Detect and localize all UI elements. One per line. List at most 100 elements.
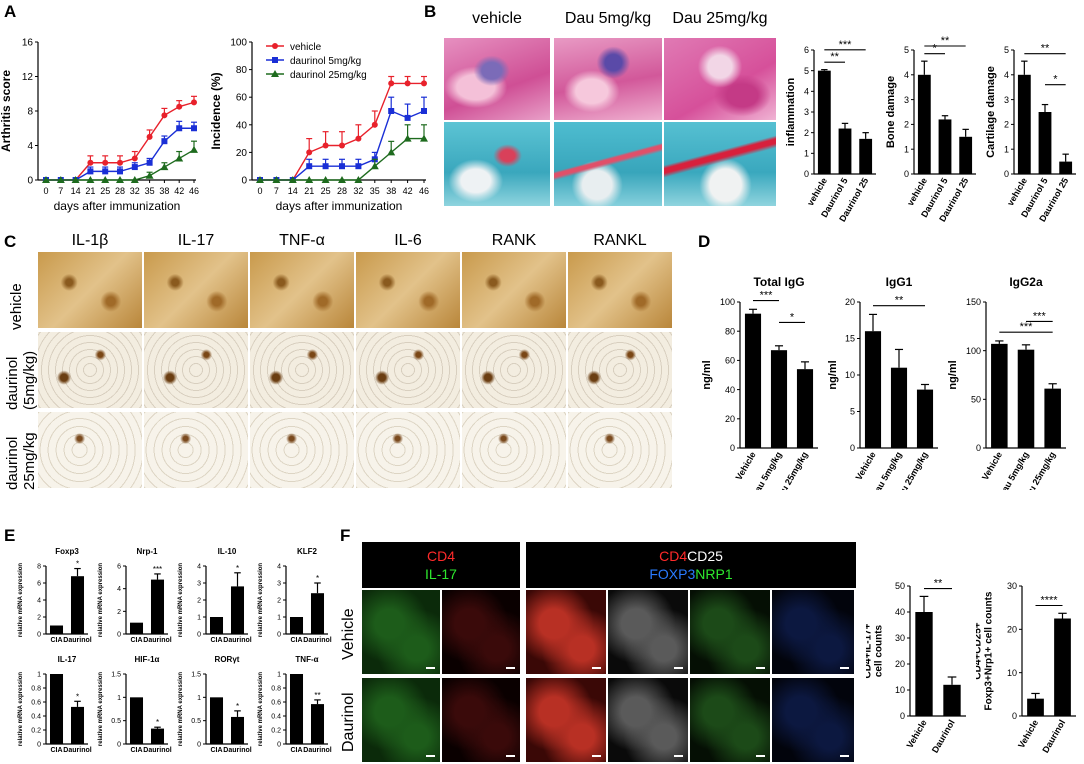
y-tick-label: 10: [895, 685, 905, 695]
y-tick-label: 0.5: [191, 718, 201, 725]
y-axis-label: CD4+IL-17+cell counts: [866, 623, 885, 678]
y-tick-label: 12: [22, 72, 34, 83]
y-axis-label: relative mRNA expression: [258, 672, 264, 746]
x-tick-label: 35: [370, 186, 380, 196]
ihc-header-il6: IL-6: [394, 232, 422, 249]
y-tick-label: 6: [804, 45, 809, 55]
data-point: [176, 103, 183, 110]
legend-marker: [272, 57, 278, 63]
if-header-cd25: CD25: [687, 548, 723, 564]
ihc-header-il1b: IL-1β: [71, 232, 109, 249]
ihc-image: [250, 412, 354, 488]
x-tick-label: 38: [386, 186, 396, 196]
scale-bar: [506, 667, 515, 669]
x-tick-label: CIA: [290, 747, 302, 754]
data-point: [131, 164, 138, 171]
y-tick-label: 5: [904, 45, 909, 55]
ihc-image-grid: [38, 252, 672, 488]
x-tick-label: 32: [130, 186, 140, 196]
x-tick-label: Daurinol: [930, 718, 957, 755]
x-tick-label: 7: [58, 186, 63, 196]
y-axis-label: Cartilage damage: [985, 66, 997, 158]
data-point: [117, 159, 123, 166]
if-image: [772, 590, 854, 674]
y-tick-label: 100: [720, 297, 735, 307]
y-tick-label: 4: [277, 563, 281, 570]
hif1a-chart: 0 0.5 1 1.5 relative mRNA expression HIF-1α CI…: [98, 655, 172, 754]
ihc-row-label-dau25: daurinol 25mg/kg: [4, 432, 38, 490]
chart-title: IgG1: [886, 275, 913, 289]
bar: [289, 617, 304, 634]
y-tick-label: 80: [236, 65, 248, 76]
bar: [150, 728, 165, 744]
bar: [864, 331, 882, 448]
bar: [796, 369, 814, 448]
significance-marker: ***: [1020, 321, 1034, 333]
y-axis-label: inflammation: [785, 77, 797, 146]
significance-marker: *: [236, 564, 239, 573]
y-tick-label: 150: [966, 297, 981, 307]
ihc-header-il17: IL-17: [177, 232, 215, 249]
il10-chart: 0 1 2 3 4 relative mRNA expression IL-10 CIA Dau…: [178, 547, 252, 644]
data-point: [101, 176, 110, 183]
bar: [129, 697, 144, 744]
y-tick-label: 20: [895, 659, 905, 669]
y-tick-label: 2: [1004, 120, 1009, 130]
y-axis-label: CD4+CD25+Foxp3+Nrp1+ cell counts: [976, 591, 995, 710]
x-tick-label: Daurinol: [63, 747, 91, 754]
klf2-chart: 0 1 2 3 4 relative mRNA expression KLF2 CIA Daur…: [258, 547, 332, 644]
scale-bar: [592, 667, 601, 669]
y-tick-label: 1: [197, 695, 201, 702]
bar: [917, 74, 931, 174]
y-tick-label: 100: [230, 38, 247, 49]
y-tick-label: 20: [845, 297, 855, 307]
y-axis-label: relative mRNA expression: [18, 672, 24, 746]
significance-marker: **: [314, 691, 320, 700]
bar: [1027, 698, 1044, 716]
bar: [1054, 618, 1071, 716]
chart-title: Nrp-1: [137, 547, 158, 556]
if-image: [526, 678, 606, 762]
y-tick-label: 0: [197, 631, 201, 638]
significance-marker: *: [236, 702, 239, 711]
y-tick-label: 2: [804, 128, 809, 138]
scale-bar: [592, 755, 601, 757]
x-tick-label: CIA: [130, 637, 142, 644]
data-point: [420, 134, 428, 142]
y-tick-label: 30: [895, 633, 905, 643]
scale-bar: [506, 755, 515, 757]
x-tick-label: Daurinol: [1040, 718, 1067, 755]
y-tick-label: 20: [725, 414, 735, 424]
x-tick-label: 25: [100, 186, 110, 196]
incidence-chart: 0 20 40 60 80 100 Incidence (%) 0 7 14 21 25 28 32 35 3…: [210, 38, 429, 214]
chart-title: IL-10: [218, 547, 237, 556]
y-tick-label: 0.4: [271, 713, 281, 720]
if-image: [362, 678, 440, 762]
ihc-image: [462, 412, 566, 488]
y-tick-label: 0.6: [31, 699, 41, 706]
y-axis-label: relative mRNA expression: [98, 563, 104, 637]
ihc-image: [568, 412, 672, 488]
ihc-header-rank: RANK: [491, 232, 537, 249]
data-point: [387, 148, 396, 156]
treg-count-chart: 0 10 20 30 CD4+CD25+Foxp3+Nrp1+ cell counts V…: [976, 581, 1076, 755]
x-tick-label: 42: [174, 186, 184, 196]
y-tick-label: 0: [804, 169, 809, 179]
if-header-cd4-il17: CD4 IL-17: [362, 542, 520, 588]
data-point: [272, 176, 281, 183]
data-point: [161, 112, 168, 119]
data-point: [130, 176, 139, 183]
y-tick-label: 1: [197, 614, 201, 621]
bar: [310, 704, 325, 744]
bar: [838, 128, 852, 174]
x-tick-label: 32: [353, 186, 363, 196]
if-image: [442, 678, 520, 762]
bar: [890, 367, 908, 448]
legend-label: daurinol 5mg/kg: [290, 56, 361, 67]
data-point: [56, 176, 65, 183]
y-tick-label: 1: [277, 614, 281, 621]
y-tick-label: 0: [241, 176, 247, 187]
